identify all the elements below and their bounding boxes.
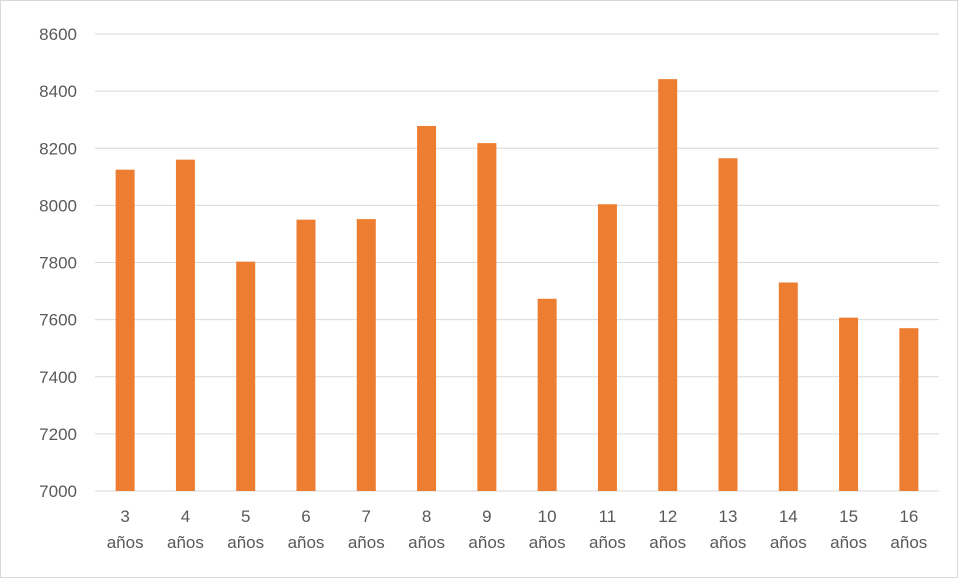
bar (658, 79, 678, 491)
bar (718, 158, 738, 491)
bar (356, 219, 376, 491)
bar (417, 125, 437, 491)
bar (597, 204, 617, 492)
bar (839, 317, 859, 491)
x-tick-label: 4 años (167, 507, 204, 552)
y-tick-label: 7200 (39, 425, 77, 444)
x-tick-label: 3 años (107, 507, 144, 552)
x-tick-label: 15 años (830, 507, 867, 552)
x-tick-label: 12 años (649, 507, 686, 552)
y-tick-label: 8200 (39, 139, 77, 158)
bar (115, 169, 135, 491)
y-tick-label: 8400 (39, 82, 77, 101)
bar (236, 261, 256, 491)
y-tick-label: 8600 (39, 25, 77, 44)
y-tick-label: 7000 (39, 482, 77, 501)
bar (899, 328, 919, 491)
bar (778, 282, 798, 491)
bar (175, 159, 195, 492)
x-tick-label: 14 años (770, 507, 807, 552)
bars (115, 79, 919, 492)
x-tick-label: 16 años (890, 507, 927, 552)
y-tick-label: 7600 (39, 311, 77, 330)
x-axis-ticks: 3 años 4 años 5 años 6 años 7 años 8 años 9 años 10 año… (107, 507, 928, 552)
x-tick-label: 7 años (348, 507, 385, 552)
x-tick-label: 6 años (288, 507, 325, 552)
y-axis-ticks: 7000 7200 7400 7600 7800 8000 8200 8400 8600 (39, 25, 77, 501)
x-tick-label: 5 años (227, 507, 264, 552)
bar (477, 143, 497, 491)
bar (296, 219, 316, 491)
y-tick-label: 7400 (39, 368, 77, 387)
x-tick-label: 11 años (589, 507, 626, 552)
x-tick-label: 8 años (408, 507, 445, 552)
y-tick-label: 7800 (39, 254, 77, 273)
x-tick-label: 9 años (468, 507, 505, 552)
gridlines (95, 33, 939, 492)
x-tick-label: 10 años (529, 507, 566, 552)
x-tick-label: 13 años (710, 507, 747, 552)
y-tick-label: 8000 (39, 196, 77, 215)
bar (537, 298, 557, 491)
